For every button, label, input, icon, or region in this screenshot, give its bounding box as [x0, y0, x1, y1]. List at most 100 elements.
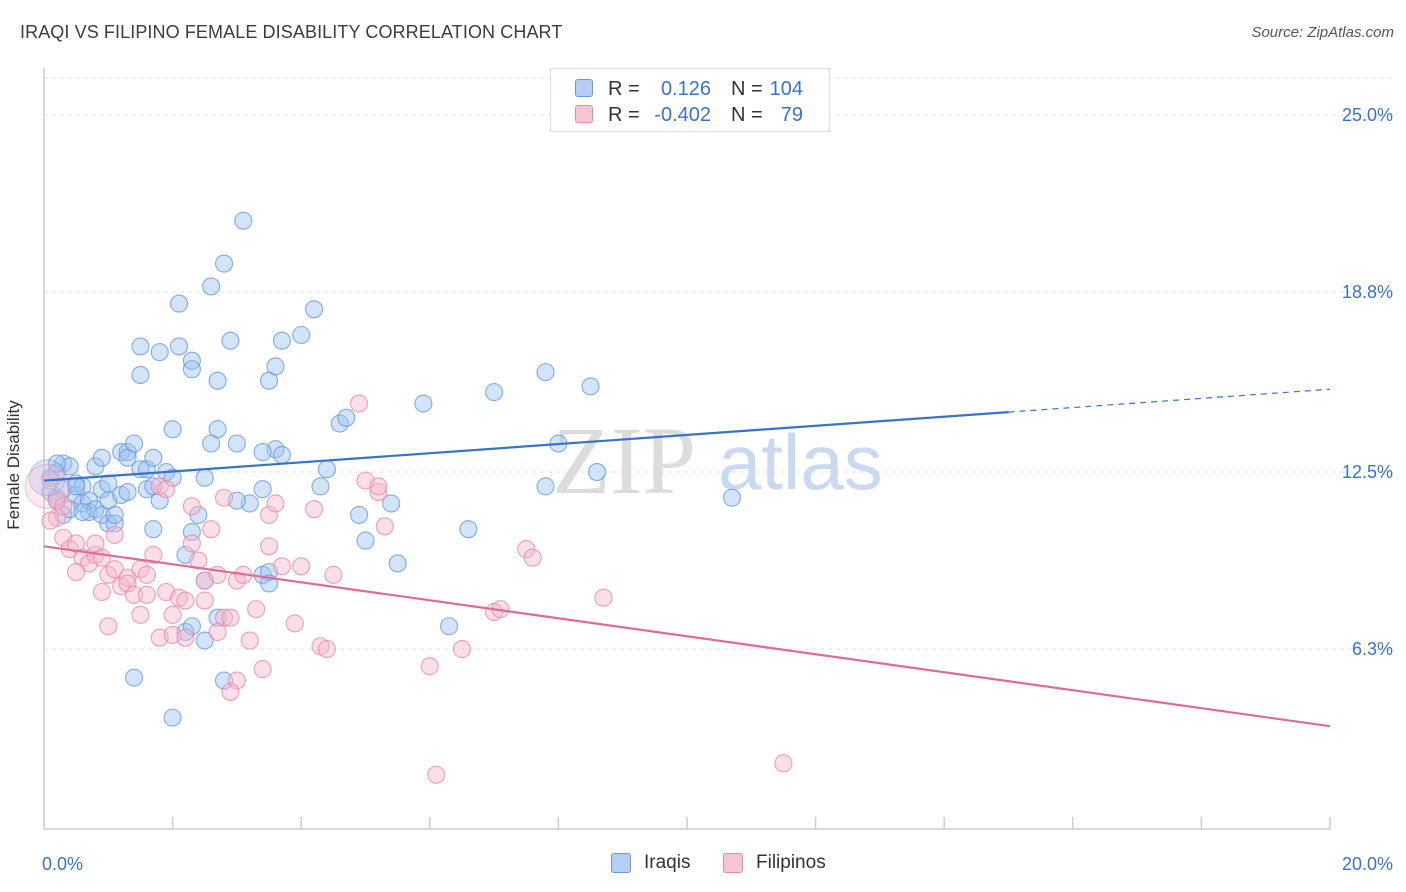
data-point: [47, 454, 66, 473]
data-point-cluster: [24, 463, 70, 509]
data-point: [131, 337, 150, 356]
chart-title: IRAQI VS FILIPINO FEMALE DISABILITY CORR…: [20, 22, 563, 42]
r-label: R =: [608, 78, 640, 100]
data-point: [247, 600, 266, 619]
data-point: [317, 640, 336, 659]
data-point: [581, 377, 600, 396]
watermark: ZIP atlas: [552, 407, 883, 514]
data-point: [202, 520, 221, 539]
data-point: [182, 497, 201, 516]
data-point: [266, 494, 285, 513]
data-points: [24, 211, 793, 784]
data-point: [311, 477, 330, 496]
data-point: [240, 631, 259, 650]
data-point-cluster: [28, 459, 66, 497]
data-point: [189, 551, 208, 570]
data-point: [536, 477, 555, 496]
correlation-legend: R = 0.126 N = 104 R = -0.402 N = 79: [550, 68, 830, 132]
data-point: [356, 531, 375, 550]
legend-label-filipinos: Filipinos: [756, 852, 826, 873]
data-point: [169, 337, 189, 356]
data-point: [375, 517, 394, 536]
data-point: [221, 331, 240, 350]
data-point: [594, 588, 613, 607]
data-point: [144, 520, 163, 539]
data-point: [182, 617, 201, 636]
data-point: [388, 554, 407, 573]
data-point: [420, 657, 439, 676]
y-tick-label: 6.3%: [1352, 639, 1393, 659]
data-point: [195, 591, 214, 610]
n-label: N =: [731, 78, 763, 100]
data-point: [414, 394, 433, 413]
x-tick-label: 0.0%: [42, 854, 83, 874]
data-point: [195, 468, 214, 487]
data-point: [67, 562, 86, 582]
source-label: Source: ZipAtlas.com: [1251, 24, 1394, 41]
x-tick-label: 20.0%: [1342, 854, 1393, 874]
data-point: [105, 560, 124, 579]
data-point: [285, 614, 304, 633]
data-point: [73, 502, 92, 522]
data-point: [169, 294, 189, 313]
data-point: [131, 605, 150, 624]
data-point: [105, 505, 124, 524]
data-point: [369, 482, 388, 502]
data-point: [208, 420, 227, 439]
n-value: 104: [769, 78, 803, 100]
filipinos-swatch: [575, 105, 593, 123]
data-point: [221, 682, 240, 701]
data-point: [587, 463, 607, 482]
n-label: N =: [731, 104, 763, 126]
trend-line-iraqis-extension: [1008, 388, 1331, 413]
data-point: [253, 480, 272, 499]
data-point: [176, 591, 195, 610]
data-point: [253, 660, 272, 679]
data-point: [253, 443, 272, 462]
watermark-atlas: atlas: [718, 418, 883, 506]
series-legend: Iraqis Filipinos: [0, 852, 1406, 876]
data-point: [350, 505, 369, 524]
data-point: [266, 357, 285, 376]
data-point: [227, 671, 246, 690]
data-point: [350, 394, 369, 413]
data-point: [272, 557, 291, 576]
y-axis-label: Female Disability: [4, 400, 23, 530]
data-point: [208, 371, 227, 390]
tick-labels: 25.0% 18.8% 12.5% 6.3% 0.0% 20.0%: [42, 105, 1393, 874]
data-point: [272, 331, 291, 350]
data-point: [722, 488, 742, 507]
data-point: [163, 468, 182, 487]
data-point: [536, 363, 555, 382]
data-point: [337, 408, 356, 427]
data-point: [324, 565, 343, 584]
data-point: [208, 608, 227, 627]
data-point: [118, 574, 137, 593]
data-point: [221, 608, 240, 627]
data-point: [118, 568, 137, 587]
iraqis-swatch: [575, 79, 593, 97]
data-point: [105, 525, 124, 544]
trend-line-filipinos: [43, 545, 1331, 728]
data-point: [182, 534, 201, 553]
data-point: [137, 585, 156, 604]
data-point: [452, 640, 472, 659]
data-point: [214, 488, 234, 507]
data-point: [272, 445, 291, 464]
data-point: [182, 360, 201, 379]
data-point: [292, 557, 311, 576]
axes: [43, 68, 1331, 830]
data-point: [54, 497, 73, 516]
data-point: [157, 480, 176, 499]
data-point: [195, 631, 214, 650]
gridlines: [44, 77, 1392, 650]
r-label: R =: [608, 104, 640, 126]
data-point: [382, 494, 401, 513]
data-point: [292, 325, 311, 345]
r-value: -0.402: [654, 104, 711, 126]
data-point: [92, 582, 111, 602]
data-point: [259, 537, 279, 556]
n-value: 79: [780, 104, 803, 126]
watermark-zip: ZIP: [552, 407, 696, 514]
